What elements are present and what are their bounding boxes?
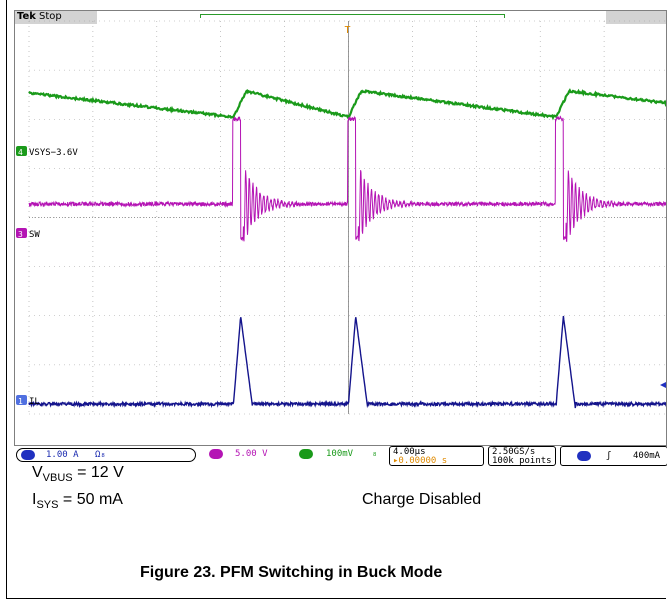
ch1-marker-label: IL — [29, 397, 40, 407]
scope-status-bar: 1.00 A Ω₈ 5.00 V 100mV ₈ 4.00µs ▸0.00000… — [14, 446, 667, 466]
ch4-readout: 100mV ₈ — [284, 448, 388, 462]
ch4-marker-number: 4 — [18, 148, 23, 157]
waveform-plot: T 4 VSYS−3.6V 3 SW 1 IL — [15, 11, 667, 446]
vbus-symbol: V — [32, 464, 43, 481]
timebase-readout: 4.00µs ▸0.00000 s — [389, 446, 484, 466]
vbus-condition: VVBUS = 12 V — [32, 464, 124, 484]
ch3-chip — [209, 449, 223, 459]
isys-value: = 50 mA — [58, 491, 122, 508]
trigger-slope-icon: ʃ — [606, 450, 611, 462]
il-trace — [29, 316, 667, 408]
charge-state: Charge Disabled — [362, 491, 481, 509]
isys-subscript: SYS — [36, 499, 58, 511]
ch3-marker-label: SW — [29, 230, 40, 240]
isys-condition: ISYS = 50 mA — [32, 491, 123, 511]
vbus-subscript: VBUS — [43, 472, 73, 484]
figure-title: Figure 23. PFM Switching in Buck Mode — [140, 564, 442, 582]
ch4-marker-label: VSYS−3.6V — [29, 148, 78, 158]
acquisition-readout: 2.50GS/s 100k points — [488, 446, 556, 466]
oscilloscope-screen: Tek Stop T 4 VSYS−3.6V 3 SW 1 IL — [14, 10, 667, 446]
trigger-readout: ʃ 400mA — [560, 446, 667, 466]
vsys-trace — [29, 90, 667, 117]
ch4-chip — [299, 449, 313, 459]
ch1-suffix: Ω₈ — [95, 449, 106, 461]
sw-trace — [29, 117, 667, 242]
ch4-suffix: ₈ — [372, 448, 377, 460]
ch1-scale: 1.00 A — [46, 449, 79, 461]
trigger-level-arrow — [660, 382, 666, 388]
trigger-level: 400mA — [633, 450, 660, 462]
ch3-scale: 5.00 V — [235, 448, 268, 460]
trigger-position: ▸0.00000 s — [393, 455, 447, 467]
ch1-chip — [21, 450, 35, 460]
vbus-value: = 12 V — [73, 464, 124, 481]
ch1-readout: 1.00 A Ω₈ — [16, 448, 196, 462]
record-length: 100k points — [492, 455, 552, 467]
trigger-marker: T — [345, 25, 351, 36]
ch1-marker-number: 1 — [18, 397, 23, 406]
ch4-scale: 100mV — [326, 448, 353, 460]
ch3-readout: 5.00 V — [194, 448, 284, 462]
ch3-marker-number: 3 — [18, 230, 23, 239]
trigger-chip — [577, 451, 591, 461]
